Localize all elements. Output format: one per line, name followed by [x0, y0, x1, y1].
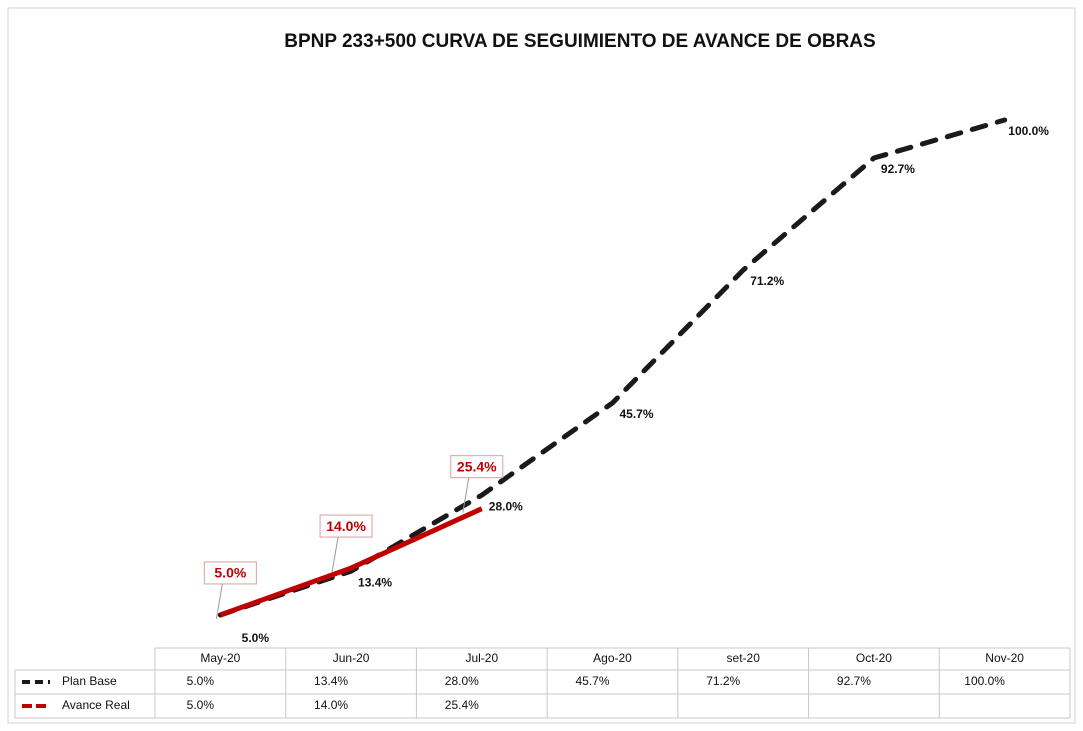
x-tick-label: Ago-20 — [593, 651, 632, 665]
x-tick-label: Nov-20 — [985, 651, 1024, 665]
table-cell: 14.0% — [314, 698, 348, 712]
table-cell: 100.0% — [964, 674, 1005, 688]
table-cell: 25.4% — [445, 698, 479, 712]
data-label: 25.4% — [457, 458, 497, 474]
table-cell: 28.0% — [445, 674, 479, 688]
chart-title: BPNP 233+500 CURVA DE SEGUIMIENTO DE AVA… — [284, 31, 875, 52]
leader-line — [215, 583, 223, 620]
leader-line — [462, 477, 470, 513]
table-cell: 5.0% — [187, 698, 215, 712]
legend-label: Plan Base — [62, 674, 117, 688]
x-tick-label: Jun-20 — [333, 651, 370, 665]
data-label: 71.2% — [750, 274, 784, 288]
series-line — [217, 117, 1008, 618]
chart-frame — [7, 7, 1076, 724]
x-tick-label: May-20 — [200, 651, 240, 665]
data-label-box — [450, 455, 504, 479]
table-cell: 71.2% — [706, 674, 740, 688]
table-cell: 5.0% — [187, 674, 215, 688]
data-label: 5.0% — [214, 565, 246, 581]
legend-label: Avance Real — [62, 698, 130, 712]
table-cell: 13.4% — [314, 674, 348, 688]
series-line — [219, 506, 483, 618]
data-label: 92.7% — [881, 162, 915, 176]
leader-line — [331, 536, 339, 573]
table-cell: 45.7% — [575, 674, 609, 688]
table-cell: 92.7% — [837, 674, 871, 688]
x-tick-label: Oct-20 — [856, 651, 892, 665]
data-label: 45.7% — [619, 407, 653, 421]
data-label: 28.0% — [489, 499, 523, 513]
data-label-box — [319, 514, 373, 538]
x-tick-label: Jul-20 — [465, 651, 498, 665]
data-label: 14.0% — [326, 518, 366, 534]
data-label-box — [203, 561, 257, 585]
data-label: 100.0% — [1008, 124, 1049, 138]
data-label: 13.4% — [358, 575, 392, 589]
data-label: 5.0% — [242, 631, 270, 645]
x-tick-label: set-20 — [727, 651, 761, 665]
